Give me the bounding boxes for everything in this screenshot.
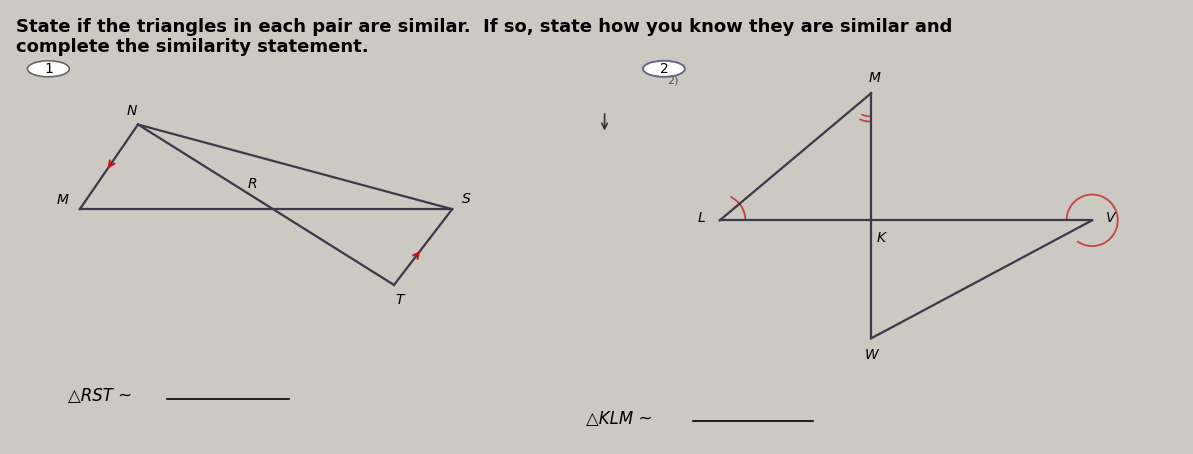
Circle shape [643, 61, 685, 77]
Text: 2): 2) [667, 76, 679, 86]
Text: L: L [698, 211, 706, 225]
Text: R: R [247, 178, 256, 191]
Text: State if the triangles in each pair are similar.  If so, state how you know they: State if the triangles in each pair are … [16, 18, 952, 56]
Text: △KLM ~: △KLM ~ [586, 410, 653, 428]
Text: M: M [56, 193, 68, 207]
Text: N: N [126, 104, 137, 118]
Text: T: T [396, 293, 404, 307]
Circle shape [27, 61, 69, 77]
Text: V: V [1106, 211, 1115, 225]
Text: W: W [864, 348, 878, 362]
Text: K: K [877, 232, 886, 246]
Text: 1: 1 [44, 62, 52, 76]
Text: △RST ~: △RST ~ [68, 387, 132, 405]
Text: M: M [869, 71, 880, 85]
Text: S: S [462, 192, 470, 206]
Text: 2: 2 [660, 62, 668, 76]
